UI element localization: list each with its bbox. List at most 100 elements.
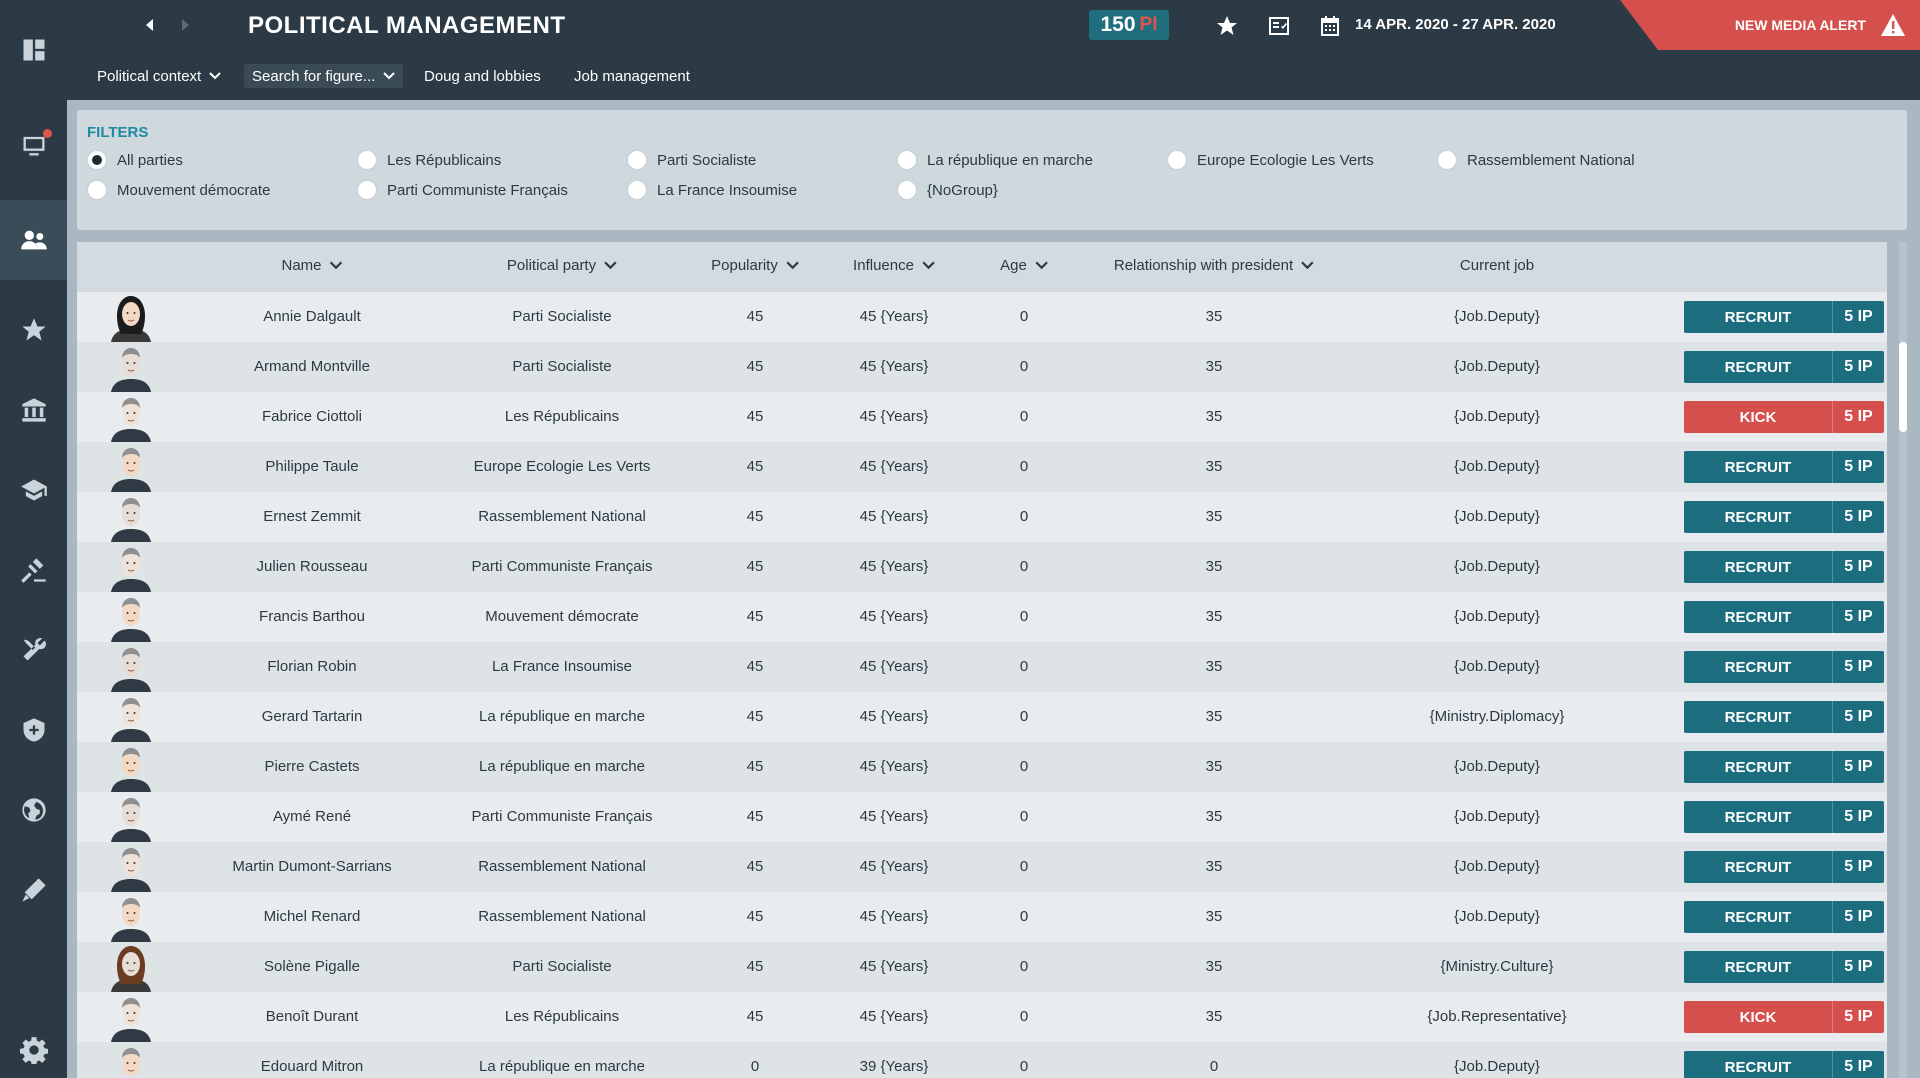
menu-political-context[interactable]: Political context xyxy=(89,64,229,88)
settings-icon[interactable] xyxy=(0,1010,67,1078)
cell-influence: 39 {Years} xyxy=(859,1058,929,1075)
column-header[interactable]: Political party xyxy=(507,257,617,274)
defense-icon[interactable] xyxy=(0,690,67,770)
filter-radio-option[interactable]: Parti Socialiste xyxy=(627,148,756,172)
table-row[interactable]: Florian Robin La France Insoumise 45 45 {Ye… xyxy=(77,642,1887,692)
media-icon[interactable] xyxy=(0,105,67,185)
calendar-icon[interactable] xyxy=(1316,12,1344,40)
table-row[interactable]: Michel Renard Rassemblement National 45 45 … xyxy=(77,892,1887,942)
column-header[interactable]: Relationship with president xyxy=(1114,257,1314,274)
recruit-button[interactable]: RECRUIT 5 IP xyxy=(1684,751,1884,783)
filter-radio-option[interactable]: Rassemblement National xyxy=(1437,148,1635,172)
dashboard-icon[interactable] xyxy=(0,10,67,90)
recruit-button[interactable]: RECRUIT 5 IP xyxy=(1684,601,1884,633)
recruit-button[interactable]: RECRUIT 5 IP xyxy=(1684,351,1884,383)
table-row[interactable]: Edouard Mitron La république en marche 0 39… xyxy=(77,1042,1887,1078)
action-label: RECRUIT xyxy=(1684,551,1832,583)
health-icon[interactable] xyxy=(0,850,67,930)
column-header[interactable]: Popularity xyxy=(711,257,799,274)
education-icon[interactable] xyxy=(0,450,67,530)
recruit-button[interactable]: RECRUIT 5 IP xyxy=(1684,301,1884,333)
table-row[interactable]: Philippe Taule Europe Ecologie Les Verts 4… xyxy=(77,442,1887,492)
star-icon[interactable] xyxy=(0,290,67,370)
filter-radio-option[interactable]: Parti Communiste Français xyxy=(357,178,568,202)
table-row[interactable]: Julien Rousseau Parti Communiste Français… xyxy=(77,542,1887,592)
globe-icon[interactable] xyxy=(0,770,67,850)
column-header[interactable]: Influence xyxy=(853,257,935,274)
justice-icon[interactable] xyxy=(0,530,67,610)
recruit-button[interactable]: RECRUIT 5 IP xyxy=(1684,701,1884,733)
table-row[interactable]: Gerard Tartarin La république en marche 45… xyxy=(77,692,1887,742)
action-label: RECRUIT xyxy=(1684,801,1832,833)
menu-job-management[interactable]: Job management xyxy=(566,64,698,88)
recruit-button[interactable]: RECRUIT 5 IP xyxy=(1684,501,1884,533)
radio-button[interactable] xyxy=(897,150,917,170)
column-header[interactable]: Age xyxy=(1000,257,1048,274)
table-row[interactable]: Aymé René Parti Communiste Français 45 45 {… xyxy=(77,792,1887,842)
institution-icon[interactable] xyxy=(0,370,67,450)
cell-job: {Job.Deputy} xyxy=(1454,758,1540,775)
recruit-button[interactable]: RECRUIT 5 IP xyxy=(1684,801,1884,833)
table-row[interactable]: Armand Montville Parti Socialiste 45 45 {Ye… xyxy=(77,342,1887,392)
radio-button[interactable] xyxy=(357,150,377,170)
action-label: RECRUIT xyxy=(1684,301,1832,333)
radio-button[interactable] xyxy=(627,180,647,200)
radio-button[interactable] xyxy=(1437,150,1457,170)
checklist-icon[interactable] xyxy=(1265,12,1293,40)
table-row[interactable]: Fabrice Ciottoli Les Républicains 45 45 {Ye… xyxy=(77,392,1887,442)
cell-party: Les Républicains xyxy=(504,1008,620,1025)
filter-radio-option[interactable]: Les Républicains xyxy=(357,148,501,172)
menu-doug-lobbies[interactable]: Doug and lobbies xyxy=(416,64,549,88)
cell-relationship: 35 xyxy=(1205,858,1223,875)
table-row[interactable]: Annie Dalgault Parti Socialiste 45 45 {Year… xyxy=(77,292,1887,342)
cell-popularity: 45 xyxy=(746,658,764,675)
favorites-star-icon[interactable] xyxy=(1213,12,1241,40)
filter-radio-label: Europe Ecologie Les Verts xyxy=(1197,151,1374,169)
column-header[interactable]: Name xyxy=(281,257,343,274)
recruit-button[interactable]: RECRUIT 5 IP xyxy=(1684,901,1884,933)
cell-name: Fabrice Ciottoli xyxy=(261,408,363,425)
forward-arrow-icon[interactable] xyxy=(172,12,198,38)
table-row[interactable]: Pierre Castets La république en marche 45 4… xyxy=(77,742,1887,792)
radio-button[interactable] xyxy=(627,150,647,170)
radio-button[interactable] xyxy=(87,180,107,200)
table-row[interactable]: Solène Pigalle Parti Socialiste 45 45 {Year… xyxy=(77,942,1887,992)
kick-button[interactable]: KICK 5 IP xyxy=(1684,1001,1884,1033)
table-row[interactable]: Benoît Durant Les Républicains 45 45 {Years… xyxy=(77,992,1887,1042)
recruit-button[interactable]: RECRUIT 5 IP xyxy=(1684,551,1884,583)
filter-radio-option[interactable]: La république en marche xyxy=(897,148,1093,172)
kick-button[interactable]: KICK 5 IP xyxy=(1684,401,1884,433)
filter-radio-option[interactable]: La France Insoumise xyxy=(627,178,797,202)
recruit-button[interactable]: RECRUIT 5 IP xyxy=(1684,451,1884,483)
filter-radio-option[interactable]: Europe Ecologie Les Verts xyxy=(1167,148,1374,172)
recruit-button[interactable]: RECRUIT 5 IP xyxy=(1684,851,1884,883)
filter-radio-option[interactable]: All parties xyxy=(87,148,183,172)
back-arrow-icon[interactable] xyxy=(137,12,163,38)
filter-radio-option[interactable]: {NoGroup} xyxy=(897,178,998,202)
action-label: KICK xyxy=(1684,1001,1832,1033)
menu-search-figure[interactable]: Search for figure... xyxy=(244,64,404,88)
cell-age: 0 xyxy=(1019,558,1029,575)
recruit-button[interactable]: RECRUIT 5 IP xyxy=(1684,1051,1884,1078)
scrollbar-thumb[interactable] xyxy=(1899,342,1907,432)
column-header-label: Name xyxy=(281,257,322,274)
action-cost: 5 IP xyxy=(1832,351,1884,383)
table-row[interactable]: Francis Barthou Mouvement démocrate 45 45 {… xyxy=(77,592,1887,642)
people-icon[interactable] xyxy=(0,200,67,280)
cell-party: Les Républicains xyxy=(504,408,620,425)
table-row[interactable]: Martin Dumont-Sarrians Rassemblement Nati… xyxy=(77,842,1887,892)
tools-icon[interactable] xyxy=(0,610,67,690)
recruit-button[interactable]: RECRUIT 5 IP xyxy=(1684,951,1884,983)
recruit-button[interactable]: RECRUIT 5 IP xyxy=(1684,651,1884,683)
radio-button[interactable] xyxy=(357,180,377,200)
media-alert-banner[interactable]: NEW MEDIA ALERT xyxy=(1620,0,1920,50)
radio-button[interactable] xyxy=(1167,150,1187,170)
radio-button[interactable] xyxy=(897,180,917,200)
cell-popularity: 45 xyxy=(746,508,764,525)
cell-influence: 45 {Years} xyxy=(859,708,929,725)
table-scrollbar[interactable] xyxy=(1899,242,1907,1078)
filter-radio-option[interactable]: Mouvement démocrate xyxy=(87,178,270,202)
table-row[interactable]: Ernest Zemmit Rassemblement National 45 45 … xyxy=(77,492,1887,542)
radio-button[interactable] xyxy=(87,150,107,170)
action-label: RECRUIT xyxy=(1684,651,1832,683)
